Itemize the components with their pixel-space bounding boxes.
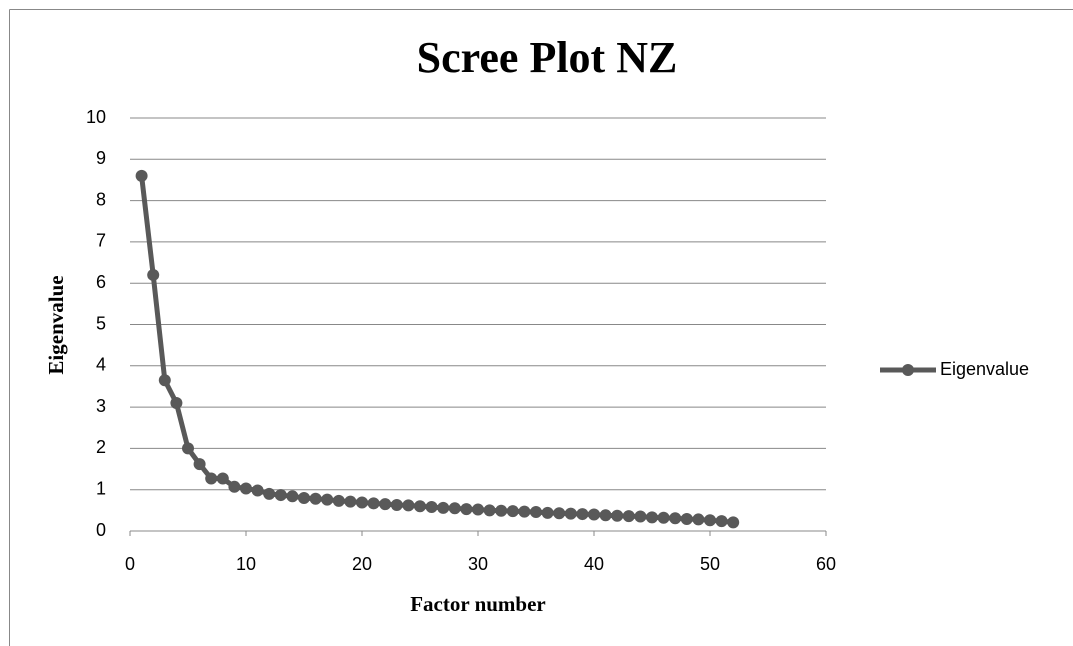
- legend-label: Eigenvalue: [940, 359, 1029, 379]
- marker: [506, 505, 519, 518]
- x-tick-label: 60: [816, 554, 836, 574]
- marker: [634, 510, 647, 523]
- marker: [193, 458, 206, 471]
- y-tick-label: 5: [96, 313, 106, 333]
- marker: [460, 503, 473, 516]
- marker: [576, 508, 589, 521]
- y-tick-label: 4: [96, 355, 106, 375]
- x-tick-label: 20: [352, 554, 372, 574]
- marker: [483, 504, 496, 517]
- y-tick-label: 7: [96, 231, 106, 251]
- marker: [170, 396, 183, 409]
- y-tick-label: 3: [96, 396, 106, 416]
- marker: [472, 503, 484, 516]
- y-tick-label: 1: [96, 478, 106, 498]
- marker: [727, 516, 740, 529]
- legend-marker: [902, 364, 914, 376]
- marker: [715, 515, 728, 528]
- marker: [228, 480, 241, 493]
- marker: [321, 493, 334, 506]
- y-tick-label: 6: [96, 272, 106, 292]
- marker: [158, 374, 171, 387]
- x-axis-label: Factor number: [410, 592, 546, 616]
- marker: [135, 169, 148, 182]
- marker: [240, 482, 252, 495]
- y-tick-label: 0: [96, 520, 106, 540]
- chart-title: Scree Plot NZ: [417, 33, 678, 82]
- marker: [182, 442, 194, 455]
- marker: [588, 508, 600, 521]
- marker: [646, 511, 658, 524]
- marker: [356, 496, 368, 509]
- marker: [309, 492, 322, 505]
- marker: [680, 513, 693, 526]
- marker: [425, 501, 438, 514]
- marker: [669, 512, 682, 525]
- marker: [437, 501, 450, 514]
- x-tick-label: 0: [125, 554, 135, 574]
- y-tick-label: 9: [96, 148, 106, 168]
- marker: [657, 511, 670, 524]
- marker: [216, 472, 229, 485]
- marker: [495, 504, 508, 517]
- x-tick-label: 30: [468, 554, 488, 574]
- marker: [298, 491, 310, 504]
- series-line: [139, 175, 734, 525]
- marker: [390, 498, 403, 511]
- y-tick-label: 2: [96, 437, 106, 457]
- y-tick-label: 10: [86, 107, 106, 127]
- marker: [611, 509, 624, 522]
- x-tick-label: 40: [584, 554, 604, 574]
- marker: [553, 507, 566, 520]
- marker: [530, 506, 542, 519]
- marker: [541, 506, 554, 519]
- x-tick-label: 50: [700, 554, 720, 574]
- marker: [332, 494, 345, 507]
- marker: [286, 490, 299, 503]
- x-tick-label: 10: [236, 554, 256, 574]
- y-axis-label: Eigenvalue: [44, 275, 68, 374]
- marker: [379, 498, 392, 511]
- marker: [251, 484, 264, 497]
- marker: [263, 487, 276, 500]
- marker: [448, 502, 461, 515]
- y-tick-label: 8: [96, 189, 106, 209]
- marker: [622, 510, 635, 523]
- marker: [367, 497, 380, 510]
- marker: [564, 507, 577, 520]
- marker: [518, 505, 531, 518]
- marker: [205, 472, 218, 485]
- marker: [599, 509, 612, 522]
- marker: [414, 500, 426, 513]
- marker: [402, 499, 415, 512]
- marker: [344, 495, 357, 508]
- marker: [704, 514, 716, 527]
- marker: [274, 489, 287, 502]
- marker: [692, 513, 705, 526]
- marker: [147, 268, 160, 281]
